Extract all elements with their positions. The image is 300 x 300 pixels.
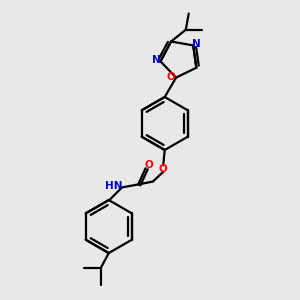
Text: O: O	[145, 160, 154, 170]
Text: O: O	[167, 72, 175, 82]
Text: O: O	[159, 164, 168, 174]
Text: HN: HN	[105, 181, 122, 191]
Text: N: N	[192, 39, 201, 49]
Text: N: N	[152, 55, 161, 65]
